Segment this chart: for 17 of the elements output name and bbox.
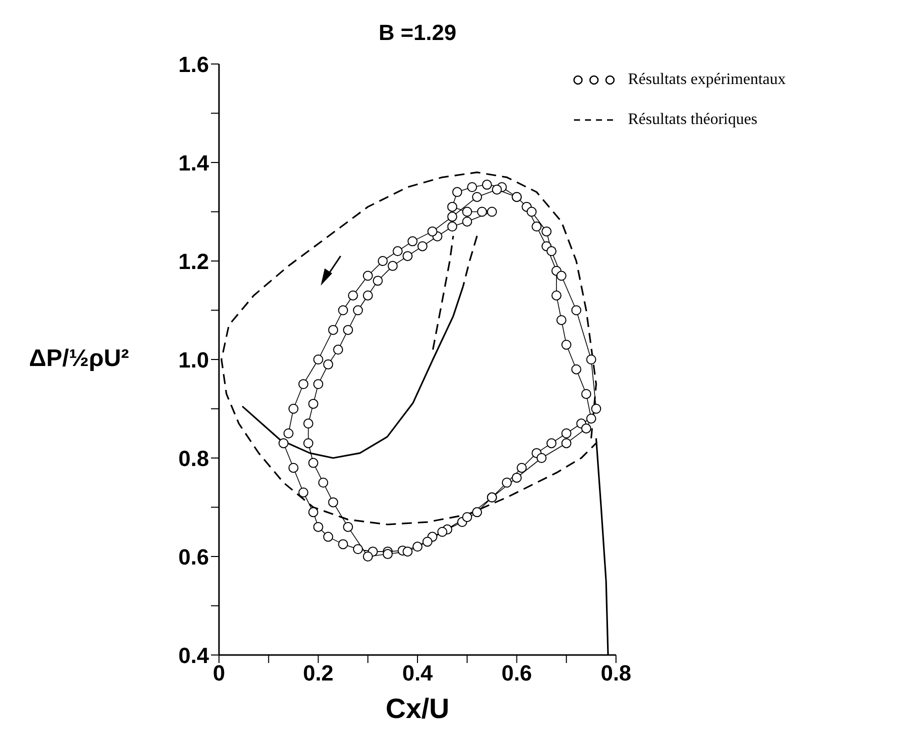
- y-tick-label: 1.0: [178, 347, 209, 372]
- y-tick-label: 0.6: [178, 544, 209, 570]
- x-tick-label: 0.6: [501, 660, 532, 686]
- y-tick-label: 1.6: [178, 52, 209, 77]
- x-tick-label: 0.2: [302, 660, 334, 686]
- y-axis-title: ΔP/½ρU²: [28, 345, 130, 373]
- legend-label: Résultats théoriques: [628, 111, 758, 129]
- y-tick-label: 1.4: [178, 150, 210, 176]
- x-tick-label: 0.4: [402, 660, 434, 686]
- y-tick-label: 0.8: [178, 446, 209, 471]
- x-tick-label: 0.8: [600, 660, 632, 686]
- x-axis-title: Cx/U: [384, 693, 450, 725]
- y-tick-label: 1.2: [178, 248, 209, 274]
- legend-label: Résultats expérimentaux: [628, 71, 786, 89]
- x-tick-label: 0: [212, 660, 226, 686]
- chart-title: B =1.29: [378, 20, 458, 46]
- y-tick-label: 0.4: [178, 642, 210, 668]
